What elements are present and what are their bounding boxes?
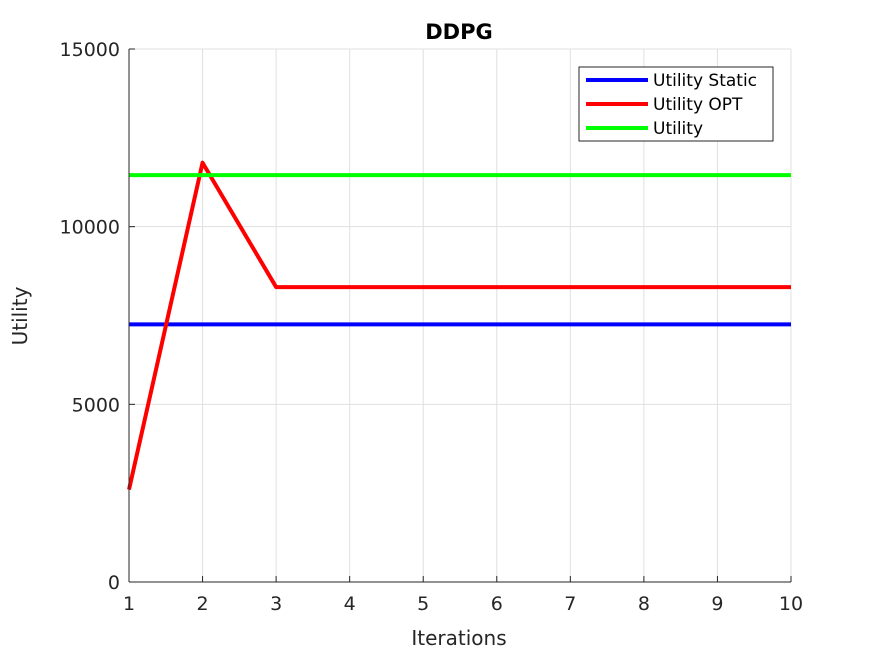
x-tick-label: 7	[564, 593, 576, 615]
x-tick-label: 10	[779, 593, 803, 615]
legend-label: Utility Static	[653, 71, 757, 91]
x-tick-label: 4	[344, 593, 356, 615]
chart-title: DDPG	[425, 20, 493, 44]
x-tick-label: 9	[711, 593, 723, 615]
y-tick-label: 0	[108, 572, 120, 594]
legend: Utility Static Utility OPT Utility	[578, 66, 774, 142]
axes	[128, 48, 792, 583]
y-tick-label: 10000	[60, 217, 120, 239]
x-tick-label: 1	[123, 593, 135, 615]
y-tick-label: 5000	[72, 394, 120, 416]
series-line-1	[127, 160, 791, 491]
x-tick-label: 6	[491, 593, 503, 615]
x-tick-label: 2	[197, 593, 209, 615]
y-tick-label: 15000	[60, 39, 120, 61]
series-lines	[127, 160, 791, 491]
tick-labels: 1 2 3 4 5 6 7 8 9 10 0 5000 10000 15000	[60, 39, 804, 615]
x-axis-label: Iterations	[411, 626, 506, 650]
legend-label: Utility OPT	[653, 95, 743, 115]
x-tick-label: 8	[638, 593, 650, 615]
x-tick-label: 5	[417, 593, 429, 615]
legend-label: Utility	[653, 119, 703, 139]
y-axis-label: Utility	[8, 286, 32, 345]
x-tick-label: 3	[270, 593, 282, 615]
